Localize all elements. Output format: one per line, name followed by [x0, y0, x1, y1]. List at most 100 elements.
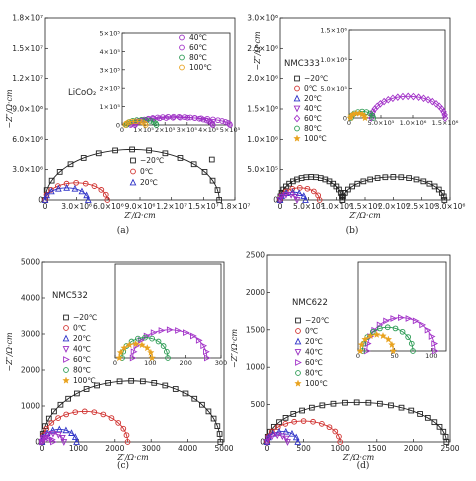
- x-axis-label: Z′/Ω·cm: [116, 453, 149, 462]
- inset-d: 0 50 100: [356, 261, 447, 360]
- x-tick-label: 100: [144, 359, 156, 367]
- y-tick-label: 9.0×10⁶: [12, 105, 43, 114]
- data-point: [388, 402, 394, 409]
- y-tick-label: 1.8×10⁷: [12, 14, 43, 23]
- inset-b-frame: [348, 29, 446, 119]
- data-point: [120, 344, 128, 352]
- data-point: [105, 380, 111, 386]
- fit-line: [44, 187, 89, 201]
- data-point: [190, 332, 197, 340]
- data-point: [45, 415, 52, 422]
- data-point: [420, 94, 427, 103]
- data-point: [67, 161, 74, 168]
- data-point: [438, 105, 445, 113]
- data-point: [49, 436, 56, 444]
- legend-label: 40℃: [304, 104, 322, 113]
- data-point: [311, 188, 317, 195]
- legend-marker: [179, 64, 185, 71]
- data-point: [337, 439, 344, 445]
- x-tick-label: 500: [296, 444, 311, 453]
- x-axis-label: Z′/Ω·cm: [348, 211, 381, 220]
- legend-marker: [295, 317, 301, 324]
- legend-marker: [295, 328, 301, 334]
- fit-line: [266, 431, 299, 443]
- legend-marker: [295, 359, 302, 366]
- x-tick-label: 2.0×10⁶: [378, 202, 409, 211]
- data-point: [135, 335, 141, 342]
- data-point: [143, 344, 152, 352]
- legend-marker: [179, 44, 185, 51]
- x-tick-label: 1.5×10⁷: [188, 202, 219, 211]
- data-point: [104, 197, 111, 203]
- data-point: [316, 197, 323, 203]
- fit-line: [44, 148, 220, 201]
- data-point: [95, 150, 102, 157]
- x-tick-label: 9.0×10⁶: [125, 202, 156, 211]
- data-point: [80, 155, 87, 161]
- data-point: [102, 191, 109, 198]
- legend-marker: [130, 168, 136, 175]
- x-tick-label: 1.5×10⁶: [350, 202, 381, 211]
- y-axis-label: −Z″/Ω·cm: [5, 89, 14, 129]
- data-point: [283, 189, 290, 197]
- data-point: [163, 115, 170, 121]
- series-100C: [356, 330, 397, 355]
- data-point: [319, 402, 326, 409]
- data-point: [424, 326, 432, 334]
- x-tick-label: 50: [391, 352, 399, 360]
- data-point: [55, 415, 61, 421]
- legend-marker: [130, 157, 136, 164]
- data-point: [153, 122, 160, 128]
- fit-line: [341, 176, 445, 201]
- data-point: [138, 341, 146, 349]
- series-0C: [277, 185, 323, 203]
- data-point: [398, 174, 405, 181]
- data-point: [184, 114, 191, 121]
- panel-label: (a): [117, 225, 129, 236]
- data-point: [370, 115, 377, 121]
- data-point: [406, 175, 412, 181]
- data-point: [278, 193, 285, 201]
- material-label: NMC622: [292, 298, 328, 308]
- data-point: [282, 191, 290, 199]
- legend-marker: [63, 325, 69, 331]
- data-point: [125, 341, 134, 349]
- data-point: [276, 419, 282, 426]
- data-point: [57, 401, 64, 408]
- data-point: [441, 114, 449, 122]
- x-tick-label: 6.0×10⁶: [93, 202, 124, 211]
- y-tick-label: 2000: [21, 366, 40, 375]
- data-point: [55, 425, 63, 433]
- data-point: [54, 184, 62, 192]
- x-tick-label: 1500: [367, 444, 386, 453]
- data-point: [164, 348, 170, 355]
- material-label: NMC333: [284, 59, 320, 69]
- fit-line: [279, 187, 321, 201]
- inset-c: 0 100 200 300: [113, 263, 227, 367]
- data-point: [398, 314, 405, 321]
- data-point: [367, 176, 374, 183]
- data-point: [214, 423, 221, 430]
- data-point: [284, 439, 291, 446]
- data-point: [330, 400, 337, 407]
- legend-marker: [63, 356, 70, 363]
- legend-marker: [295, 370, 301, 376]
- legend-marker: [294, 349, 302, 356]
- data-point: [227, 122, 233, 128]
- data-point: [388, 340, 396, 348]
- legend-label: −20℃: [304, 74, 328, 83]
- data-point: [443, 439, 450, 445]
- data-point: [356, 347, 364, 355]
- data-point: [288, 429, 296, 437]
- series-100C: [115, 339, 156, 362]
- data-point: [39, 438, 46, 446]
- x-tick-label: 300: [215, 359, 227, 367]
- x-tick-label: 5.0×10⁵: [293, 202, 324, 211]
- legend-label: 20℃: [140, 178, 158, 187]
- series-60C: [39, 434, 57, 446]
- x-tick-label: 0: [113, 359, 117, 367]
- y-tick-label: 1.0×10⁶: [320, 56, 347, 64]
- data-point: [172, 386, 179, 392]
- data-point: [361, 114, 369, 122]
